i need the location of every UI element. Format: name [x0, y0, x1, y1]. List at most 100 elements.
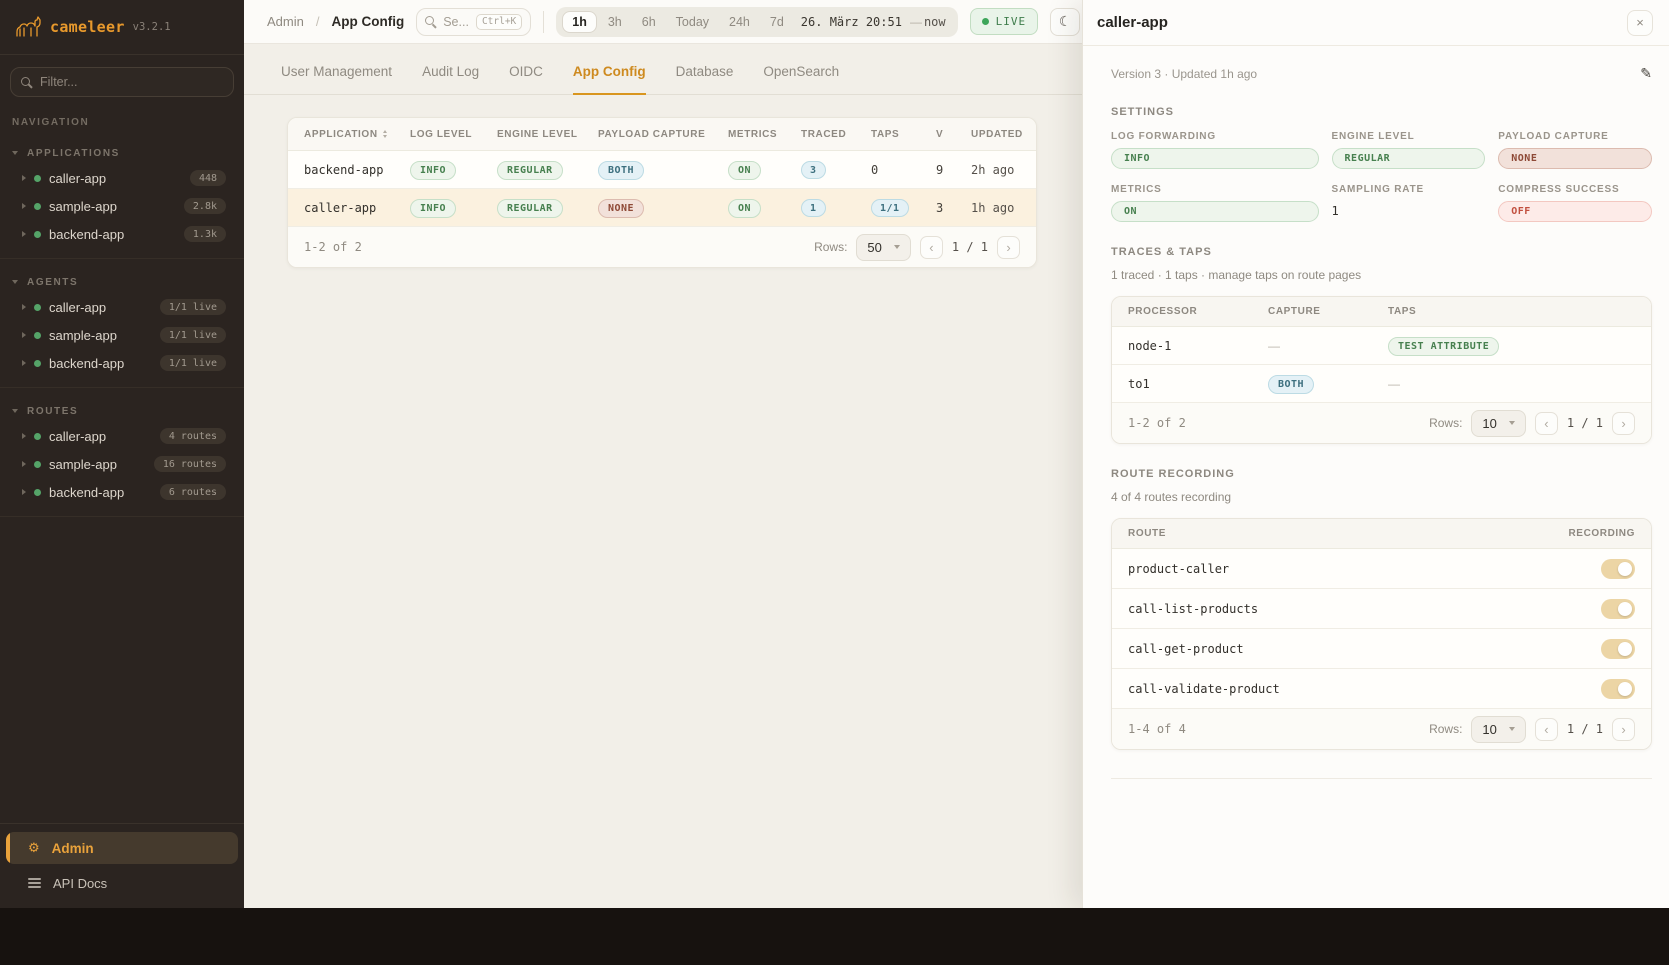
- route-recording-table: ROUTE RECORDING product-caller call-list…: [1111, 518, 1652, 750]
- engine-level-value: REGULAR: [1331, 148, 1486, 169]
- route-recording-heading: ROUTE RECORDING: [1111, 468, 1235, 480]
- capture-badge: BOTH: [1268, 374, 1315, 394]
- time-range-24h[interactable]: 24h: [729, 14, 750, 29]
- time-range-1h[interactable]: 1h: [562, 10, 597, 33]
- rows-per-page-select[interactable]: 10: [1471, 409, 1526, 437]
- time-range-today[interactable]: Today: [675, 14, 710, 29]
- traces-table: PROCESSOR CAPTURE TAPS node-1 — TEST ATT…: [1111, 296, 1652, 444]
- version-value: 9: [936, 162, 944, 177]
- prev-page-button[interactable]: ‹: [1534, 411, 1558, 435]
- table-row-caller-app[interactable]: caller-app INFO REGULAR NONE ON 1 1/1 3 …: [288, 189, 1036, 227]
- chevron-right-icon: [22, 203, 26, 209]
- global-search-input[interactable]: Se... Ctrl+K: [416, 7, 532, 36]
- sidebar-filter-input[interactable]: [10, 67, 234, 97]
- section-header-applications[interactable]: APPLICATIONS: [12, 142, 244, 164]
- column-payload-capture: PAYLOAD CAPTURE: [598, 128, 706, 140]
- updated-value: 2h ago: [971, 162, 1015, 177]
- close-icon[interactable]: ×: [1627, 9, 1653, 36]
- traced-badge: 3: [801, 161, 826, 180]
- sidebar-item-agents-sample-app[interactable]: sample-app 1/1 live: [12, 321, 244, 349]
- next-page-button[interactable]: ›: [997, 235, 1020, 259]
- page-indicator: 1 / 1: [1566, 416, 1603, 430]
- chevron-right-icon: [22, 175, 26, 181]
- sidebar-item-agents-backend-app[interactable]: backend-app 1/1 live: [12, 349, 244, 377]
- taps-attribute-badge: TEST ATTRIBUTE: [1388, 336, 1500, 356]
- recording-toggle[interactable]: [1601, 638, 1635, 659]
- sidebar-section-agents: AGENTS caller-app 1/1 live sample-app 1/…: [0, 259, 244, 388]
- rows-per-page-select[interactable]: 10: [1471, 715, 1526, 743]
- section-header-agents[interactable]: AGENTS: [12, 271, 244, 293]
- taps-badge: 1/1: [871, 199, 909, 218]
- traces-taps-heading: TRACES & TAPS: [1111, 246, 1212, 258]
- status-dot: [34, 432, 41, 440]
- column-application[interactable]: APPLICATION: [304, 129, 410, 140]
- sidebar-item-routes-caller-app[interactable]: caller-app 4 routes: [12, 422, 244, 450]
- route-row-call-list-products: call-list-products: [1112, 589, 1651, 629]
- prev-page-button[interactable]: ‹: [919, 235, 943, 259]
- version-meta-text: Version 3 · Updated 1h ago: [1111, 67, 1258, 81]
- tab-user-management[interactable]: User Management: [281, 64, 393, 79]
- filter-input[interactable]: [40, 75, 190, 89]
- route-row-call-get-product: call-get-product: [1112, 629, 1651, 669]
- recording-toggle[interactable]: [1601, 678, 1635, 699]
- sidebar-item-routes-sample-app[interactable]: sample-app 16 routes: [12, 450, 244, 478]
- admin-label: Admin: [51, 840, 94, 856]
- tab-oidc[interactable]: OIDC: [509, 64, 543, 79]
- edit-icon[interactable]: ✎: [1640, 66, 1652, 82]
- tab-database[interactable]: Database: [675, 64, 734, 79]
- tab-audit-log[interactable]: Audit Log: [422, 64, 480, 79]
- status-dot: [34, 174, 41, 182]
- recording-toggle[interactable]: [1601, 598, 1635, 619]
- search-icon: [425, 16, 436, 27]
- time-range-start[interactable]: 26. März 20:51: [800, 14, 902, 29]
- traces-footer: 1-2 of 2 Rows: 10 ‹ 1 / 1 ›: [1112, 403, 1651, 443]
- metrics-badge: ON: [728, 160, 762, 180]
- route-row-call-validate-product: call-validate-product: [1112, 669, 1651, 709]
- rows-per-page-label: Rows:: [1429, 416, 1463, 430]
- traces-header-row: PROCESSOR CAPTURE TAPS: [1112, 297, 1651, 327]
- chevron-down-icon: [1508, 727, 1515, 731]
- sidebar-item-agents-caller-app[interactable]: caller-app 1/1 live: [12, 293, 244, 321]
- next-page-button[interactable]: ›: [1612, 411, 1635, 435]
- time-range-7d[interactable]: 7d: [769, 14, 784, 29]
- section-header-routes[interactable]: ROUTES: [12, 400, 244, 422]
- table-header-row: APPLICATION LOG LEVEL ENGINE LEVEL PAYLO…: [288, 118, 1036, 151]
- column-recording: RECORDING: [1568, 528, 1635, 539]
- settings-grid: LOG FORWARDING INFO ENGINE LEVEL REGULAR…: [1111, 131, 1652, 222]
- app-version: v3.2.1: [132, 21, 171, 33]
- tab-opensearch[interactable]: OpenSearch: [763, 64, 840, 79]
- rows-per-page-select[interactable]: 50: [856, 233, 911, 261]
- breadcrumb-admin[interactable]: Admin: [267, 14, 304, 29]
- dark-mode-toggle[interactable]: ☾: [1050, 7, 1081, 36]
- chevron-down-icon: [1508, 421, 1515, 425]
- drawer-header: caller-app ×: [1083, 0, 1669, 46]
- table-row-backend-app[interactable]: backend-app INFO REGULAR BOTH ON 3 0 9 2…: [288, 151, 1036, 189]
- tab-app-config[interactable]: App Config: [572, 64, 646, 95]
- next-page-button[interactable]: ›: [1612, 717, 1635, 741]
- routes-badge: 16 routes: [153, 456, 226, 472]
- table-footer: 1-2 of 2 Rows: 50 ‹ 1 / 1 ›: [288, 227, 1036, 267]
- row-range-text: 1-2 of 2: [304, 240, 362, 254]
- sidebar-section-routes: ROUTES caller-app 4 routes sample-app 16…: [0, 388, 244, 517]
- sidebar-item-routes-backend-app[interactable]: backend-app 6 routes: [12, 478, 244, 506]
- prev-page-button[interactable]: ‹: [1534, 717, 1558, 741]
- time-range-end[interactable]: now: [923, 14, 946, 29]
- sidebar-item-applications-sample-app[interactable]: sample-app 2.8k: [12, 192, 244, 220]
- sidebar-item-api-docs[interactable]: API Docs: [6, 868, 238, 898]
- time-range-6h[interactable]: 6h: [641, 14, 656, 29]
- status-dot: [34, 303, 41, 311]
- time-range-3h[interactable]: 3h: [607, 14, 622, 29]
- page-indicator: 1 / 1: [951, 240, 988, 254]
- live-toggle-button[interactable]: LIVE: [969, 8, 1039, 35]
- keyboard-shortcut-badge: Ctrl+K: [475, 13, 523, 30]
- taps-value: 0: [871, 162, 879, 177]
- routes-badge: 6 routes: [159, 484, 226, 500]
- row-range-text: 1-2 of 2: [1128, 416, 1186, 430]
- sidebar-item-applications-caller-app[interactable]: caller-app 448: [12, 164, 244, 192]
- column-taps: TAPS: [1388, 306, 1417, 317]
- recording-toggle[interactable]: [1601, 558, 1635, 579]
- sidebar-item-admin[interactable]: ⚙ Admin: [6, 832, 238, 864]
- time-range-dash: —: [909, 14, 922, 29]
- status-dot: [34, 359, 41, 367]
- sidebar-item-applications-backend-app[interactable]: backend-app 1.3k: [12, 220, 244, 248]
